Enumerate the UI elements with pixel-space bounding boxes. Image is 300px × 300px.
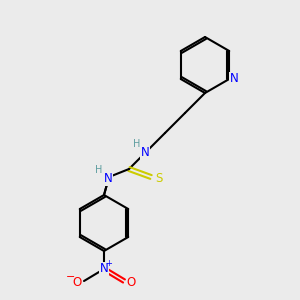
Text: H: H [95, 165, 103, 175]
Text: H: H [133, 139, 141, 149]
Text: −: − [66, 272, 76, 282]
Text: O: O [72, 277, 82, 290]
Text: N: N [100, 262, 108, 275]
Text: N: N [141, 146, 149, 160]
Text: O: O [126, 277, 136, 290]
Text: +: + [106, 260, 112, 268]
Text: S: S [155, 172, 163, 185]
Text: N: N [103, 172, 112, 185]
Text: N: N [230, 73, 239, 85]
